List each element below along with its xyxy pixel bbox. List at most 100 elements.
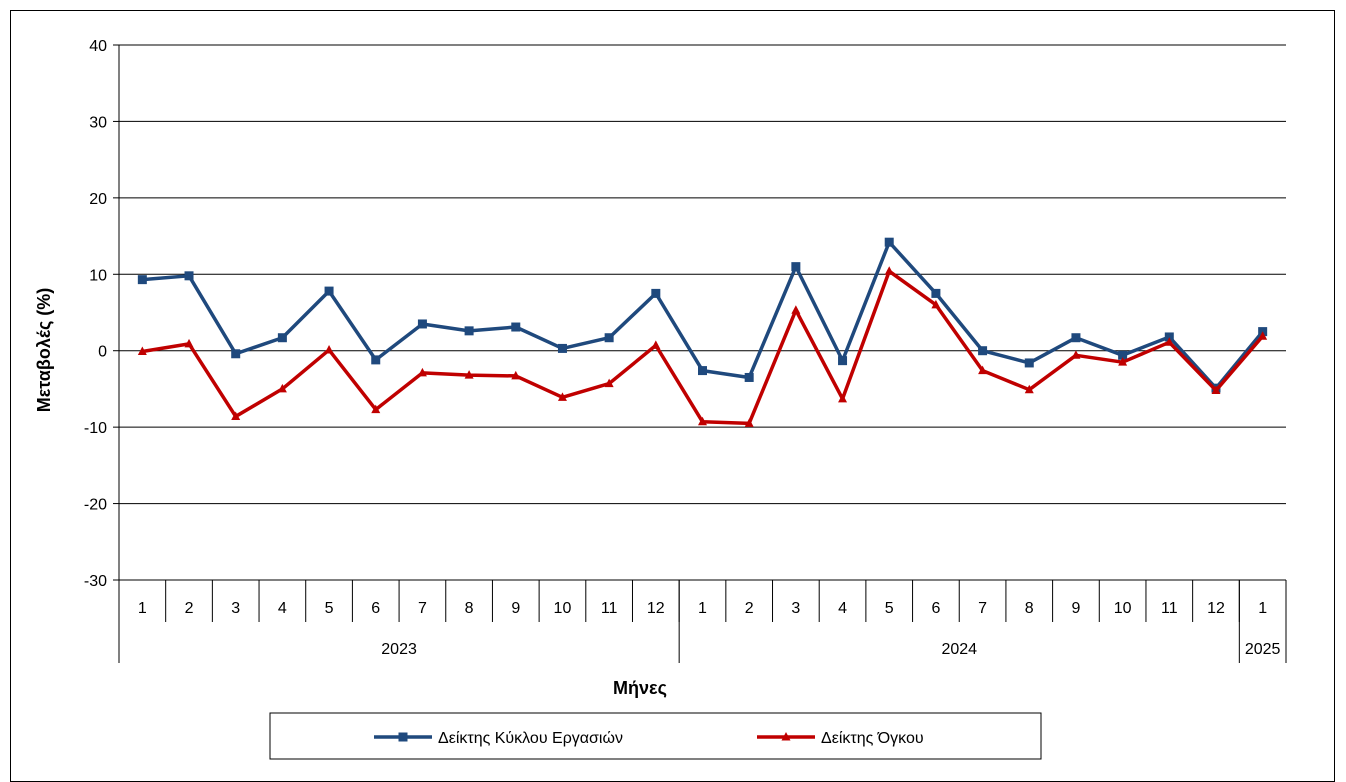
- x-tick-label: 1: [138, 600, 147, 617]
- series-2: [137, 266, 1268, 427]
- legend-item-1: Δείκτης Κύκλου Εργασιών: [374, 730, 623, 747]
- year-label: 2025: [1245, 641, 1281, 658]
- data-point: [511, 322, 521, 332]
- x-tick-label: 12: [647, 600, 665, 617]
- data-point: [838, 393, 848, 403]
- data-point: [978, 365, 988, 375]
- data-point: [1071, 333, 1081, 343]
- x-tick-label: 9: [511, 600, 520, 617]
- x-tick-label: 1: [698, 600, 707, 617]
- data-point: [1118, 357, 1128, 366]
- data-point: [604, 333, 614, 343]
- x-tick-label: 7: [978, 600, 987, 617]
- legend: Δείκτης Κύκλου Εργασιών Δείκτης Όγκου: [269, 712, 1042, 760]
- x-tick-label: 10: [1114, 600, 1132, 617]
- x-tick-label: 2: [185, 600, 194, 617]
- x-tick-label: 2: [745, 600, 754, 617]
- x-tick-label: 3: [231, 600, 240, 617]
- data-point: [838, 356, 848, 366]
- data-point: [931, 288, 941, 298]
- data-point: [744, 418, 754, 427]
- y-tick-label: -10: [84, 420, 107, 437]
- x-tick-label: 5: [885, 600, 894, 617]
- y-tick-label: 20: [89, 191, 107, 208]
- x-tick-label: 3: [791, 600, 800, 617]
- x-tick-label: 11: [601, 600, 618, 617]
- data-point: [231, 349, 241, 359]
- gridlines: [119, 44, 1286, 505]
- data-point: [464, 326, 474, 336]
- year-label: 2023: [381, 641, 417, 658]
- data-point: [651, 340, 661, 349]
- data-point: [604, 378, 614, 388]
- x-tick-label: 1: [1258, 600, 1267, 617]
- series-line: [142, 269, 1264, 426]
- data-point: [1024, 384, 1034, 394]
- year-label: 2024: [941, 641, 977, 658]
- x-axis-title: Μήνες: [613, 678, 667, 698]
- legend-marker: [781, 732, 791, 741]
- x-tick-label: 8: [1025, 600, 1034, 617]
- legend-label: Δείκτης Όγκου: [821, 730, 924, 747]
- y-tick-label: 30: [89, 114, 107, 131]
- x-tick-label: 5: [325, 600, 334, 617]
- data-point: [137, 275, 147, 285]
- data-point: [978, 346, 988, 356]
- data-point: [1164, 337, 1174, 346]
- x-tick-label: 6: [931, 600, 940, 617]
- data-point: [557, 343, 567, 353]
- data-point: [324, 286, 334, 296]
- data-point: [1211, 385, 1221, 394]
- data-point: [744, 372, 754, 382]
- data-point: [791, 305, 801, 314]
- data-point: [1071, 350, 1081, 359]
- data-point: [791, 262, 801, 272]
- data-point: [324, 344, 334, 354]
- data-point: [651, 288, 661, 298]
- legend-marker: [398, 732, 408, 742]
- x-tick-label: 4: [278, 600, 287, 617]
- series-lines: [137, 237, 1268, 427]
- data-point: [231, 411, 241, 420]
- x-tick-label: 8: [465, 600, 474, 617]
- y-tick-label: -20: [84, 497, 107, 514]
- data-point: [511, 370, 521, 380]
- data-point: [698, 416, 707, 426]
- legend-item-2: Δείκτης Όγκου: [757, 730, 924, 747]
- data-point: [931, 299, 941, 309]
- data-point: [1118, 350, 1128, 360]
- data-point: [417, 367, 427, 377]
- data-point: [1024, 358, 1034, 368]
- data-point: [277, 333, 287, 343]
- data-point: [277, 383, 287, 393]
- data-point: [184, 338, 194, 348]
- data-point: [698, 366, 707, 376]
- series-1: [137, 237, 1268, 393]
- data-point: [137, 346, 147, 355]
- data-point: [557, 392, 567, 401]
- x-tick-label: 6: [371, 600, 380, 617]
- data-point: [371, 355, 381, 365]
- data-point: [371, 404, 381, 414]
- x-tick-label: 9: [1071, 600, 1080, 617]
- data-point: [884, 266, 894, 275]
- legend-label: Δείκτης Κύκλου Εργασιών: [438, 730, 623, 747]
- x-tick-label: 10: [554, 600, 572, 617]
- y-tick-label: 10: [89, 267, 107, 284]
- x-tick-label: 12: [1207, 600, 1225, 617]
- x-tick-label: 11: [1161, 600, 1178, 617]
- y-tick-label: 0: [98, 344, 107, 361]
- data-point: [1258, 331, 1268, 340]
- data-point: [884, 237, 894, 247]
- data-point: [464, 370, 474, 379]
- x-tick-label: 4: [838, 600, 847, 617]
- data-point: [184, 271, 194, 281]
- y-axis-title: Μεταβολές (%): [34, 288, 54, 413]
- y-tick-label: -30: [84, 573, 107, 590]
- data-point: [1164, 332, 1174, 342]
- y-tick-label: 40: [89, 38, 107, 55]
- data-point: [417, 319, 427, 329]
- x-tick-label: 7: [418, 600, 427, 617]
